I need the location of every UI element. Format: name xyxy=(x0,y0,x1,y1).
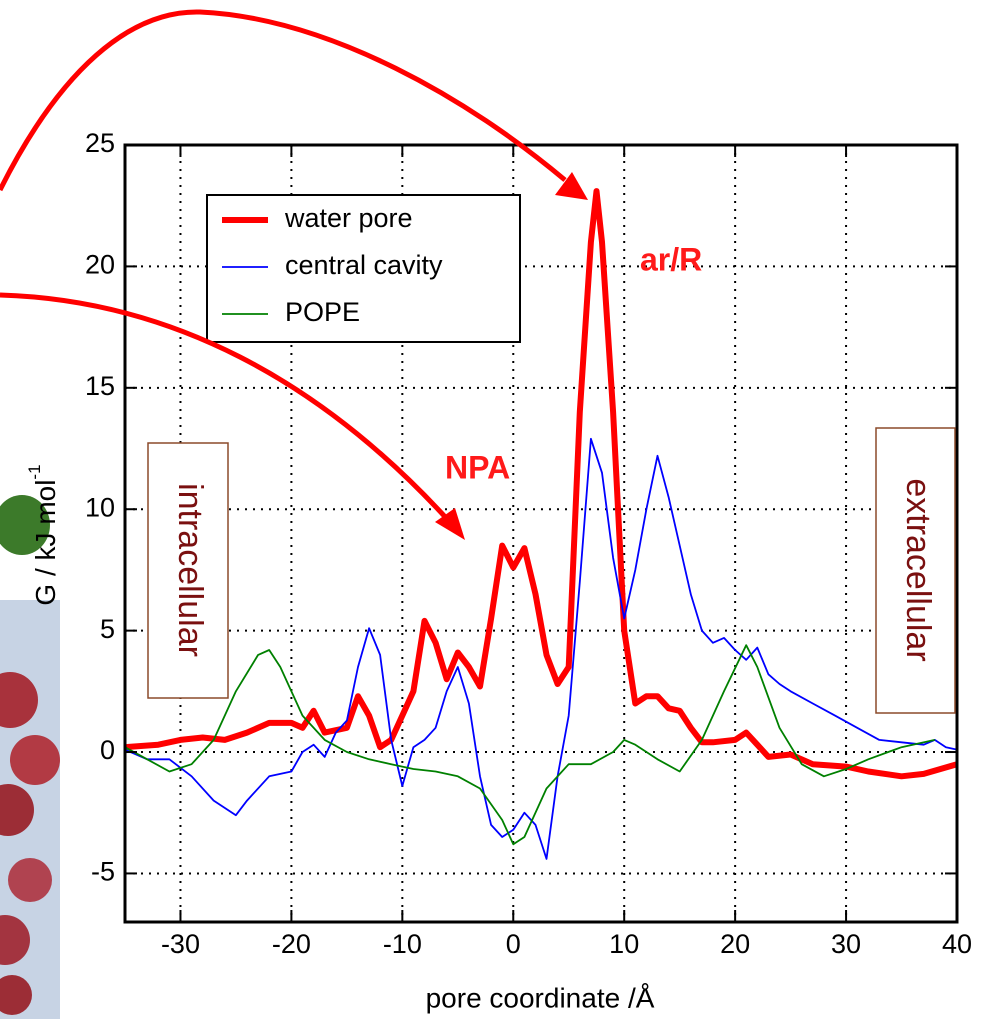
series-line xyxy=(124,188,958,780)
arrow-npa xyxy=(0,292,450,522)
legend-label: POPE xyxy=(285,297,360,327)
x-tick-label: 10 xyxy=(609,929,639,959)
series-line xyxy=(124,644,935,846)
y-axis-label-sup: -1 xyxy=(25,464,44,479)
x-axis-label: pore coordinate /Å xyxy=(426,982,655,1013)
legend-label: central cavity xyxy=(285,250,443,280)
x-tick-label: -20 xyxy=(272,929,311,959)
plot-frame xyxy=(123,143,959,924)
legend-label: water pore xyxy=(284,203,413,233)
molecule-atom xyxy=(8,858,52,902)
y-axis-label: G / kJ mol-1 xyxy=(25,464,61,605)
plot xyxy=(124,188,958,860)
y-tick-label: -5 xyxy=(91,857,115,887)
intracellular-label: intracellular xyxy=(171,483,209,657)
molecule-blob xyxy=(0,495,50,555)
y-tick-label: 15 xyxy=(85,371,115,401)
arrows xyxy=(0,9,588,540)
y-tick-label: 0 xyxy=(100,735,115,765)
y-tick-label: 5 xyxy=(100,614,115,644)
y-axis-label-main: G / kJ mol xyxy=(30,480,61,606)
molecule-atom xyxy=(0,915,30,965)
y-tick-label: 20 xyxy=(85,250,115,280)
arrow-peak xyxy=(0,9,567,192)
molecule-atom xyxy=(0,784,34,836)
x-tick-label: 20 xyxy=(720,929,750,959)
peak-annotation: ar/R xyxy=(640,241,702,277)
series-line xyxy=(124,437,958,860)
y-tick-label: 10 xyxy=(85,492,115,522)
arrowhead-peak xyxy=(555,172,588,200)
x-tick-label: -30 xyxy=(161,929,200,959)
y-tick-label: 25 xyxy=(85,128,115,158)
npa-annotation: NPA xyxy=(445,449,510,485)
arrowhead-npa xyxy=(435,508,465,540)
molecule-illustration xyxy=(0,495,60,1019)
legend: water pore central cavity POPE xyxy=(206,194,521,343)
x-tick-label: 0 xyxy=(506,929,521,959)
ticks: -5 0 5 10 15 20 25 -30 -20 -10 0 10 20 30 40 xyxy=(85,128,972,959)
x-tick-label: 40 xyxy=(942,929,972,959)
molecule-atom xyxy=(0,672,38,728)
molecule-atom xyxy=(10,735,60,785)
x-tick-label: -10 xyxy=(383,929,422,959)
x-tick-label: 30 xyxy=(831,929,861,959)
extracellular-box xyxy=(875,427,956,714)
extracellular-label: extracellular xyxy=(899,478,937,661)
molecule-atom xyxy=(0,975,32,1015)
intracellular-box xyxy=(147,442,229,699)
